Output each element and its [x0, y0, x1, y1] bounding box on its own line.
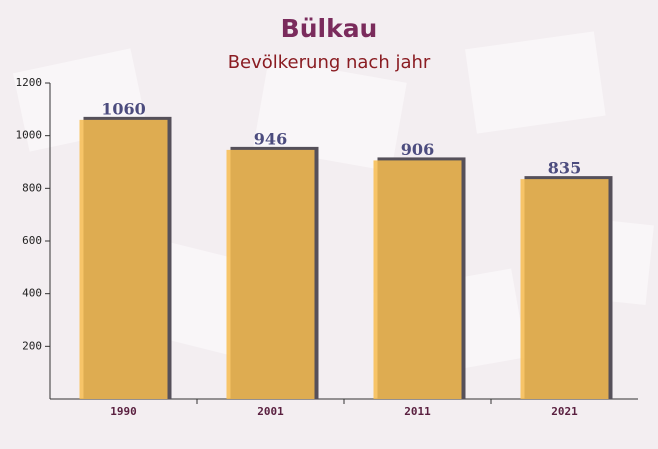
chart-subtitle: Bevölkerung nach jahr: [228, 52, 431, 73]
value-label: 946: [254, 129, 287, 148]
y-tick-label: 400: [22, 287, 42, 300]
x-tick-label: 1990: [110, 405, 137, 418]
x-tick-label: 2011: [404, 405, 431, 418]
y-tick-label: 1000: [16, 129, 43, 142]
bar: [373, 160, 462, 399]
x-tick-label: 2001: [257, 405, 284, 418]
value-label: 906: [401, 140, 434, 159]
y-tick-label: 600: [22, 234, 42, 247]
x-tick-label: 2021: [551, 405, 578, 418]
bar: [520, 179, 609, 399]
bar: [226, 149, 315, 399]
y-tick-label: 200: [22, 339, 42, 352]
value-label: 835: [548, 159, 581, 178]
chart-title: Bülkau: [281, 14, 378, 43]
y-tick-label: 800: [22, 181, 42, 194]
value-label: 1060: [101, 99, 146, 118]
bar: [79, 119, 168, 399]
y-tick-label: 1200: [16, 76, 43, 89]
